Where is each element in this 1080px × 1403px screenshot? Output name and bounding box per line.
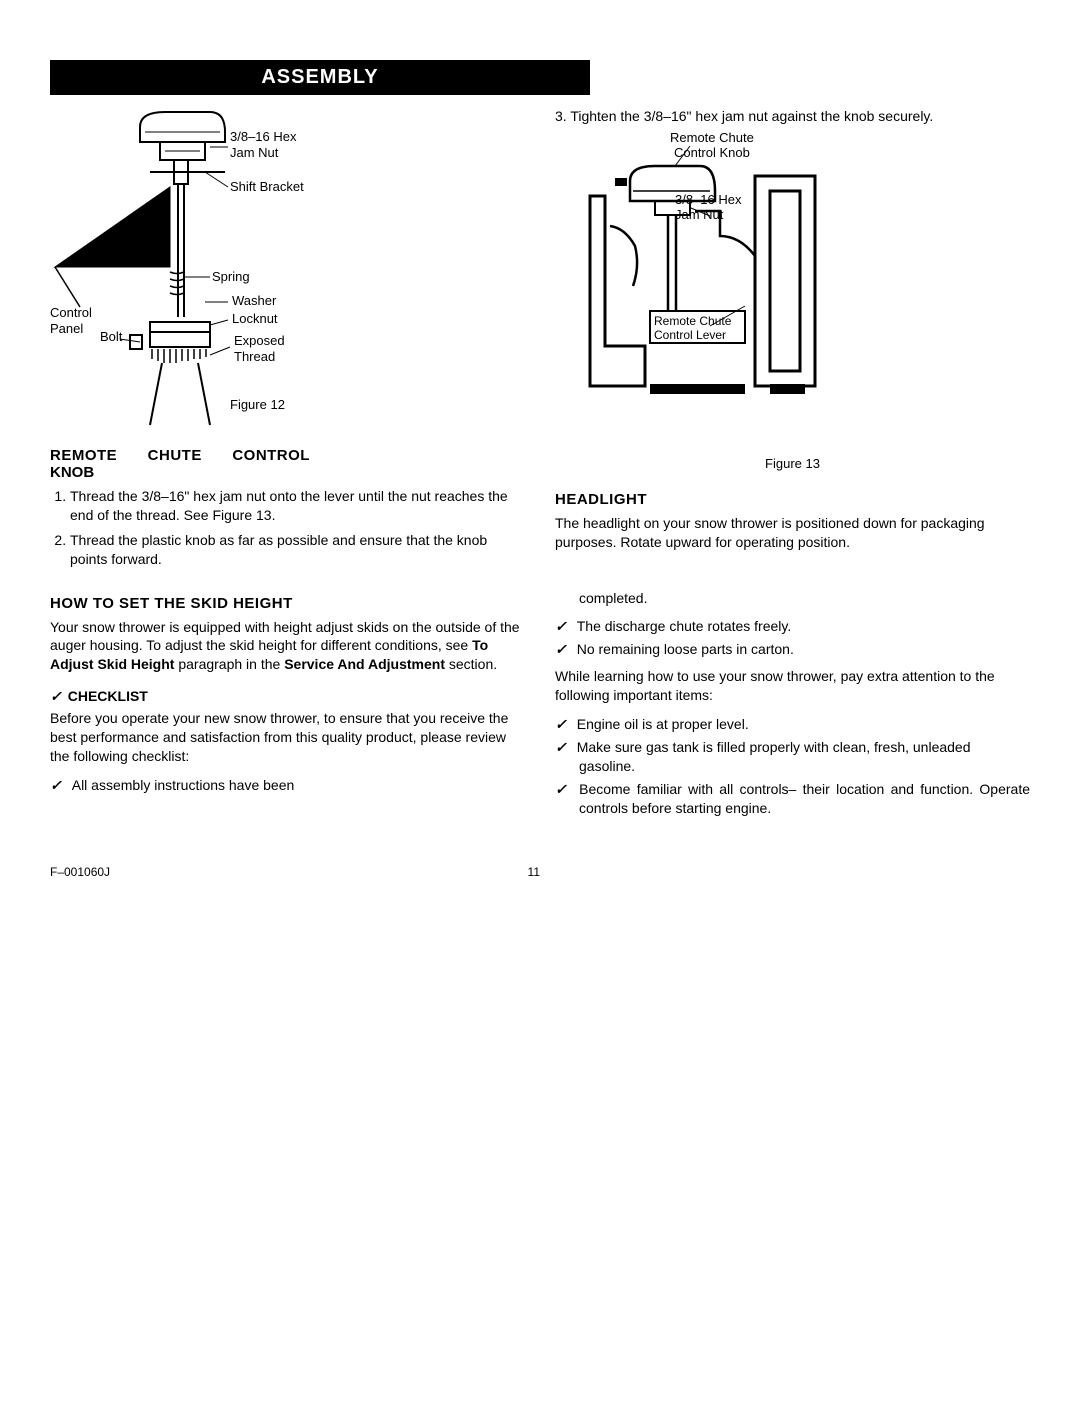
check-item: The discharge chute rotates freely. bbox=[555, 617, 1030, 636]
lower-right: completed. The discharge chute rotates f… bbox=[555, 585, 1030, 826]
checklist-left: All assembly instructions have been bbox=[50, 776, 525, 795]
fig12-caption: Figure 12 bbox=[230, 397, 285, 413]
upper-two-col: 3/8–16 Hex Jam Nut Shift Bracket Spring … bbox=[50, 107, 1030, 581]
figure-13: Remote Chute Control Knob 3/8–16 Hex Jam… bbox=[555, 136, 1030, 426]
fig12-washer: Washer bbox=[232, 293, 276, 309]
fig13-caption: Figure 13 bbox=[555, 456, 1030, 471]
remote-chute-heading-2: KNOB bbox=[50, 464, 525, 481]
lower-left: HOW TO SET THE SKID HEIGHT Your snow thr… bbox=[50, 585, 525, 826]
checklist-intro: Before you operate your new snow thrower… bbox=[50, 709, 525, 766]
check-item: Become familiar with all controls– their… bbox=[555, 780, 1030, 818]
doc-number: F–001060J bbox=[50, 865, 110, 879]
checklist-right-1: The discharge chute rotates freely. No r… bbox=[555, 617, 1030, 659]
fig12-hex-label: 3/8–16 Hex Jam Nut bbox=[230, 129, 297, 160]
step-2: Thread the plastic knob as far as possib… bbox=[70, 531, 525, 569]
check-item: All assembly instructions have been bbox=[50, 776, 525, 795]
lower-two-col: HOW TO SET THE SKID HEIGHT Your snow thr… bbox=[50, 585, 1030, 826]
section-banner: ASSEMBLY bbox=[50, 60, 590, 95]
skid-heading: HOW TO SET THE SKID HEIGHT bbox=[50, 595, 525, 612]
skid-body: Your snow thrower is equipped with heigh… bbox=[50, 618, 525, 675]
fig12-exposed: Exposed Thread bbox=[234, 333, 285, 364]
fig13-hex-label: 3/8–16 Hex Jam Nut bbox=[675, 192, 742, 223]
remote-chute-heading: REMOTECHUTECONTROL bbox=[50, 447, 310, 464]
fig13-knob-label: Remote Chute Control Knob bbox=[670, 130, 754, 161]
fig12-control-panel: Control Panel bbox=[50, 305, 92, 336]
step-3: 3. Tighten the 3/8–16" hex jam nut again… bbox=[555, 107, 1030, 126]
check-icon: ✓ bbox=[50, 688, 62, 704]
left-column: 3/8–16 Hex Jam Nut Shift Bracket Spring … bbox=[50, 107, 525, 581]
right-column: 3. Tighten the 3/8–16" hex jam nut again… bbox=[555, 107, 1030, 581]
checklist-heading: ✓CHECKLIST bbox=[50, 688, 525, 705]
fig12-spring: Spring bbox=[212, 269, 250, 285]
completed-line: completed. bbox=[555, 589, 1030, 608]
check-item: No remaining loose parts in carton. bbox=[555, 640, 1030, 659]
check-item: Make sure gas tank is filled properly wi… bbox=[555, 738, 1030, 776]
fig13-lever-label: Remote Chute Control Lever bbox=[654, 314, 731, 343]
figure-12: 3/8–16 Hex Jam Nut Shift Bracket Spring … bbox=[50, 107, 525, 437]
headlight-heading: HEADLIGHT bbox=[555, 491, 1030, 508]
headlight-body: The headlight on your snow thrower is po… bbox=[555, 514, 1030, 552]
page-number: 11 bbox=[528, 865, 540, 879]
check-item: Engine oil is at proper level. bbox=[555, 715, 1030, 734]
manual-page: ASSEMBLY bbox=[0, 0, 1080, 919]
checklist-mid-para: While learning how to use your snow thro… bbox=[555, 667, 1030, 705]
step-1: Thread the 3/8–16" hex jam nut onto the … bbox=[70, 487, 525, 525]
page-footer: F–001060J 11 bbox=[50, 865, 540, 879]
remote-chute-steps: Thread the 3/8–16" hex jam nut onto the … bbox=[50, 487, 525, 569]
fig12-shift-bracket: Shift Bracket bbox=[230, 179, 304, 195]
fig12-locknut: Locknut bbox=[232, 311, 278, 327]
fig12-bolt: Bolt bbox=[100, 329, 122, 345]
checklist-right-2: Engine oil is at proper level. Make sure… bbox=[555, 715, 1030, 817]
figure-13-svg bbox=[555, 136, 835, 406]
